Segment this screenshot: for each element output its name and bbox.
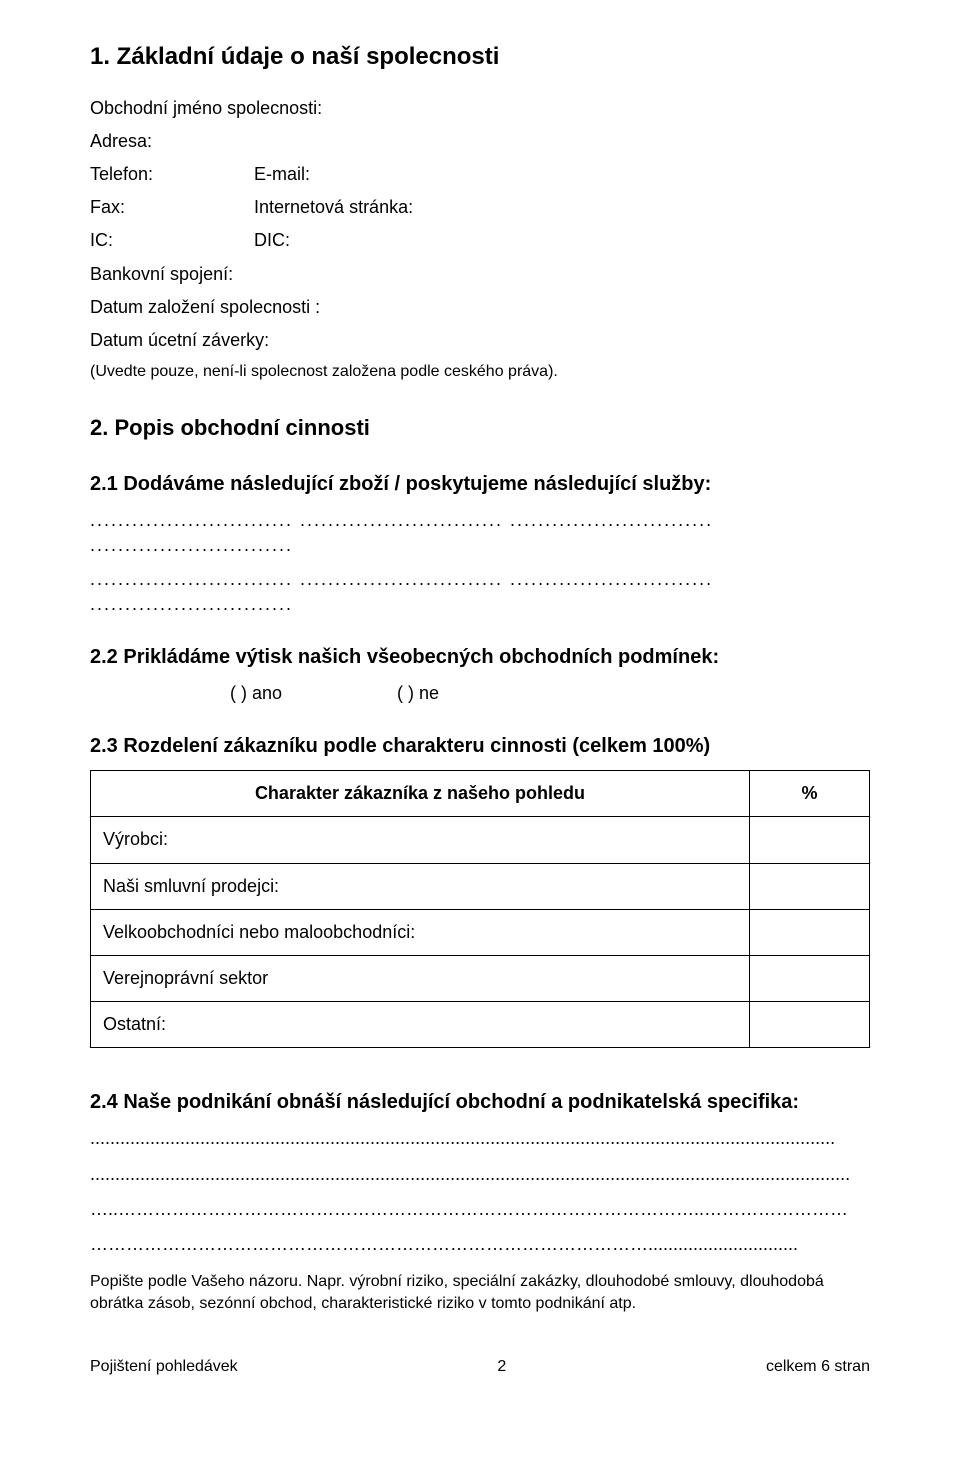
section24-footnote: Popište podle Vašeho názoru. Napr. výrob…	[90, 1271, 870, 1316]
row-label: Velkoobchodníci nebo maloobchodníci:	[91, 909, 750, 955]
field-email: E-mail:	[254, 162, 310, 187]
option-no[interactable]: ( ) ne	[397, 681, 439, 706]
field-address: Adresa:	[90, 129, 870, 154]
footer-center: 2	[497, 1356, 506, 1378]
field-dic: DIC:	[254, 228, 290, 253]
footer-left: Pojištení pohledávek	[90, 1356, 238, 1378]
table-row: Ostatní:	[91, 1002, 870, 1048]
section24-dashed-1: …..……………………………………………………………………………………..…………	[90, 1197, 870, 1222]
row-value[interactable]	[750, 817, 870, 863]
row-value[interactable]	[750, 955, 870, 1001]
field-founded: Datum založení spolecnosti :	[90, 295, 870, 320]
row-label: Naši smluvní prodejci:	[91, 863, 750, 909]
section24-title: 2.4 Naše podnikání obnáší následující ob…	[90, 1088, 870, 1116]
section21-title: 2.1 Dodáváme následující zboží / poskytu…	[90, 470, 870, 498]
row-value[interactable]	[750, 1002, 870, 1048]
table-header-percent: %	[750, 771, 870, 817]
field-closing: Datum úcetní záverky:	[90, 328, 870, 353]
section1-fields: Obchodní jméno spolecnosti: Adresa: Tele…	[90, 96, 870, 384]
section22-options: ( ) ano ( ) ne	[90, 681, 870, 706]
section21-line2: ............................. ..........…	[90, 567, 870, 617]
customer-character-table: Charakter zákazníka z našeho pohledu % V…	[90, 770, 870, 1048]
section24-dashed-2: ………………………………………………………………………………….........…	[90, 1232, 870, 1257]
section24-dotted-1: ........................................…	[90, 1126, 870, 1151]
page-footer: Pojištení pohledávek 2 celkem 6 stran	[90, 1356, 870, 1378]
table-row: Verejnoprávní sektor	[91, 955, 870, 1001]
row-value[interactable]	[750, 863, 870, 909]
section22-title: 2.2 Prikládáme výtisk našich všeobecných…	[90, 643, 870, 671]
field-bank: Bankovní spojení:	[90, 262, 870, 287]
section2-title: 2. Popis obchodní cinnosti	[90, 413, 870, 444]
table-row: Výrobci:	[91, 817, 870, 863]
table-row: Velkoobchodníci nebo maloobchodníci:	[91, 909, 870, 955]
section1-title: 1. Základní údaje o naší spolecnosti	[90, 40, 870, 74]
section23-title: 2.3 Rozdelení zákazníku podle charakteru…	[90, 732, 870, 760]
field-fax: Fax:	[90, 195, 230, 220]
field-phone: Telefon:	[90, 162, 230, 187]
section21-line1: ............................. ..........…	[90, 508, 870, 558]
table-header-character: Charakter zákazníka z našeho pohledu	[91, 771, 750, 817]
section1-note: (Uvedte pouze, není-li spolecnost založe…	[90, 361, 870, 383]
footer-right: celkem 6 stran	[766, 1356, 870, 1378]
option-yes[interactable]: ( ) ano	[230, 681, 282, 706]
field-web: Internetová stránka:	[254, 195, 413, 220]
row-label: Výrobci:	[91, 817, 750, 863]
field-company-name: Obchodní jméno spolecnosti:	[90, 96, 870, 121]
field-ic: IC:	[90, 228, 230, 253]
table-row: Naši smluvní prodejci:	[91, 863, 870, 909]
row-label: Verejnoprávní sektor	[91, 955, 750, 1001]
row-label: Ostatní:	[91, 1002, 750, 1048]
row-value[interactable]	[750, 909, 870, 955]
section24-dotted-2: ........................................…	[90, 1162, 870, 1187]
